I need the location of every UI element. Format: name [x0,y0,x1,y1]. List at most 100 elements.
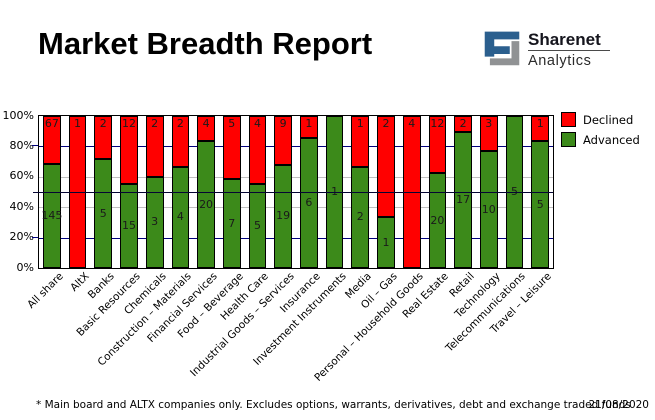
advanced-count-label: 3 [151,215,159,229]
y-tick-label-0: 0% [16,260,34,274]
bar-slot-0: 67 145 [39,116,65,268]
stacked-bar [454,116,472,268]
declined-count-label: 2 [99,117,107,130]
bar-slot-17: 3 10 [476,116,502,268]
bar-segment-advanced [531,141,550,268]
footnote: * Main board and ALTX companies only. Ex… [36,399,631,411]
gridline-gray-60 [39,176,553,178]
y-tick-label-100: 100% [2,108,34,122]
stacked-bar [531,116,550,268]
bar-segment-declined [531,116,550,142]
bar-segment-declined [377,116,395,218]
declined-count-label: 2 [176,117,184,130]
logo-brand-text: Sharenet [528,30,601,49]
stacked-bar [479,116,498,268]
stacked-bar [377,116,395,268]
y-tick-label-40: 40% [9,199,34,213]
bar-segment-advanced [197,141,215,268]
advanced-count-label: 7 [228,216,236,230]
fifty-percent-line [33,192,553,193]
bar-slot-15: 12 20 [425,116,451,268]
advanced-count-label: 5 [253,218,261,232]
gridline-navy-20 [39,237,553,239]
declined-count-label: 4 [253,117,261,130]
bar-slot-9: 9 19 [270,116,296,268]
bar-segment-advanced [43,164,61,268]
bar-segment-declined [94,116,113,160]
stacked-bar [274,116,293,268]
declined-count-label: 2 [382,117,390,130]
stacked-bar [145,116,164,268]
advanced-count-label: 2 [356,210,364,224]
logo-divider [528,50,610,51]
legend-label: Declined [583,112,634,127]
bar-segment-declined [274,116,293,165]
bar-slot-6: 4 20 [193,116,219,268]
logo-sub-text: Analytics [528,53,592,69]
bar-segment-declined [454,116,472,132]
legend-label: Advanced [583,132,640,147]
advanced-count-label: 145 [41,209,63,223]
declined-count-label: 2 [459,117,467,130]
bars-container: 6714512512152324420574591916112214122021… [39,116,553,268]
chart-legend: Declined Advanced [561,112,640,152]
legend-swatch-declined [561,112,576,127]
declined-count-label: 4 [408,117,416,130]
declined-count-label: 4 [202,117,210,130]
bar-slot-16: 2 17 [450,116,476,268]
declined-count-label: 1 [305,117,313,130]
bar-segment-advanced [171,166,190,268]
declined-count-label: 5 [228,117,236,130]
bar-segment-advanced [377,217,395,268]
declined-count-label: 12 [121,117,136,130]
bar-segment-advanced [428,173,447,268]
advanced-count-label: 5 [502,186,528,198]
advanced-count-label: 20 [430,213,445,227]
bar-segment-advanced [274,164,293,268]
bar-segment-declined [171,116,190,167]
bar-segment-declined [43,116,61,165]
declined-count-label: 9 [279,117,287,130]
bar-segment-declined [145,116,164,177]
advanced-count-label: 1 [382,235,390,249]
stacked-bar [428,116,447,268]
stacked-bar [197,116,215,268]
bar-segment-advanced [300,137,318,268]
stacked-bar [351,116,370,268]
advanced-count-label: 20 [199,197,214,211]
advanced-count-label: 17 [456,193,471,206]
sharenet-logo: Sharenet Analytics [483,29,610,69]
report-date: 21/08/2020 [588,399,649,411]
bar-segment-advanced [454,132,472,268]
bar-segment-declined [300,116,318,138]
advanced-count-label: 6 [305,195,313,209]
bar-segment-declined [351,116,370,167]
stacked-bar [120,116,138,268]
declined-count-label: 3 [485,117,493,130]
bar-segment-advanced [120,183,138,268]
bar-segment-declined [248,116,267,184]
advanced-count-label: 15 [121,218,136,232]
bar-segment-advanced [248,183,267,268]
declined-count-label: 67 [44,117,59,130]
advanced-count-label: 4 [176,210,184,224]
bar-segment-advanced [145,176,164,268]
page-title: Market Breadth Report [38,26,373,61]
stacked-bar [171,116,190,268]
bar-segment-declined [428,116,447,173]
y-tick-label-20: 20% [9,230,34,244]
stacked-bar [43,116,61,268]
logo-text-block: Sharenet Analytics [528,30,610,69]
y-tick-mark-20 [32,236,38,238]
advanced-count-label: 5 [536,197,544,211]
bar-segment-declined [222,116,241,180]
gridline-navy-80 [39,146,553,148]
bar-segment-advanced [351,166,370,268]
